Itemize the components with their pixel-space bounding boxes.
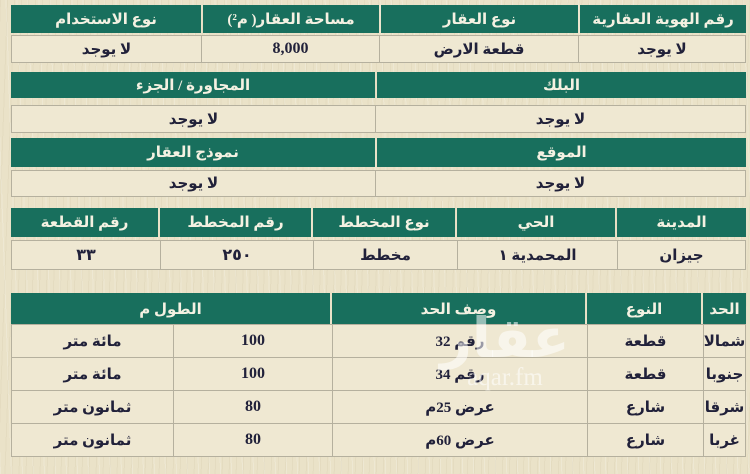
value-plan-number: ٢٥٠ [160, 240, 313, 270]
cell-length-words: ثمانون متر [11, 423, 173, 457]
header-boundary-description: وصف الحد [332, 293, 585, 325]
header-location: الموقع [377, 138, 746, 167]
header-plot-number: رقم القطعة [11, 208, 158, 237]
summary-value-row-4: جيزان المحمدية ١ مخطط ٢٥٠ ٣٣ [11, 240, 746, 270]
value-location: لا يوجد [375, 170, 746, 197]
cell-type: شارع [587, 390, 703, 424]
header-plan-type: نوع المخطط [313, 208, 455, 237]
cell-boundary: شرقا [703, 390, 746, 424]
cell-length-value: 80 [173, 390, 332, 424]
value-property-type: قطعة الارض [379, 35, 578, 63]
cell-length-value: 100 [173, 324, 332, 358]
value-district: المحمدية ١ [457, 240, 617, 270]
cell-description: رقم 34 [332, 357, 587, 391]
boundary-row-north: شمالا قطعة رقم 32 100 مائة متر [11, 324, 746, 358]
summary-value-row-3: لا يوجد لا يوجد [11, 170, 746, 197]
summary-header-row-2: البلك المجاورة / الجزء [11, 72, 746, 98]
header-property-model: نموذج العقار [11, 138, 375, 167]
cell-length-value: 100 [173, 357, 332, 391]
header-length-m: الطول م [11, 293, 330, 325]
header-boundary: الحد [703, 293, 746, 325]
summary-header-row-4: المدينة الحي نوع المخطط رقم المخطط رقم ا… [11, 208, 746, 237]
value-usage-type: لا يوجد [11, 35, 201, 63]
boundaries-header-row: الحد النوع وصف الحد الطول م [11, 293, 746, 325]
header-property-id: رقم الهوية العقارية [580, 5, 746, 33]
value-property-id: لا يوجد [578, 35, 746, 63]
value-plot-number: ٣٣ [11, 240, 160, 270]
summary-value-row-1: لا يوجد قطعة الارض 8,000 لا يوجد [11, 35, 746, 63]
cell-type: قطعة [587, 357, 703, 391]
summary-value-row-2: لا يوجد لا يوجد [11, 105, 746, 133]
cell-description: عرض 60م [332, 423, 587, 457]
cell-type: شارع [587, 423, 703, 457]
header-boundary-type: النوع [587, 293, 701, 325]
summary-header-row-3: الموقع نموذج العقار [11, 138, 746, 167]
header-city: المدينة [617, 208, 746, 237]
value-adjacent-part: لا يوجد [11, 105, 375, 133]
value-city: جيزان [617, 240, 746, 270]
boundary-row-south: جنوبا قطعة رقم 34 100 مائة متر [11, 357, 746, 391]
cell-boundary: غربا [703, 423, 746, 457]
value-property-area: 8,000 [201, 35, 379, 63]
header-usage-type: نوع الاستخدام [11, 5, 201, 33]
cell-length-value: 80 [173, 423, 332, 457]
value-block: لا يوجد [375, 105, 746, 133]
cell-length-words: مائة متر [11, 357, 173, 391]
cell-length-words: ثمانون متر [11, 390, 173, 424]
header-block: البلك [377, 72, 746, 98]
header-property-area: مساحة العقار( م²) [203, 5, 379, 33]
cell-description: عرض 25م [332, 390, 587, 424]
cell-boundary: شمالا [703, 324, 746, 358]
boundary-row-west: غربا شارع عرض 60م 80 ثمانون متر [11, 423, 746, 457]
cell-type: قطعة [587, 324, 703, 358]
cell-length-words: مائة متر [11, 324, 173, 358]
value-property-model: لا يوجد [11, 170, 375, 197]
value-plan-type: مخطط [313, 240, 457, 270]
cell-boundary: جنوبا [703, 357, 746, 391]
header-district: الحي [457, 208, 615, 237]
cell-description: رقم 32 [332, 324, 587, 358]
header-adjacent-part: المجاورة / الجزء [11, 72, 375, 98]
header-property-type: نوع العقار [381, 5, 578, 33]
header-plan-number: رقم المخطط [160, 208, 311, 237]
boundary-row-east: شرقا شارع عرض 25م 80 ثمانون متر [11, 390, 746, 424]
summary-header-row-1: رقم الهوية العقارية نوع العقار مساحة الع… [11, 5, 746, 33]
